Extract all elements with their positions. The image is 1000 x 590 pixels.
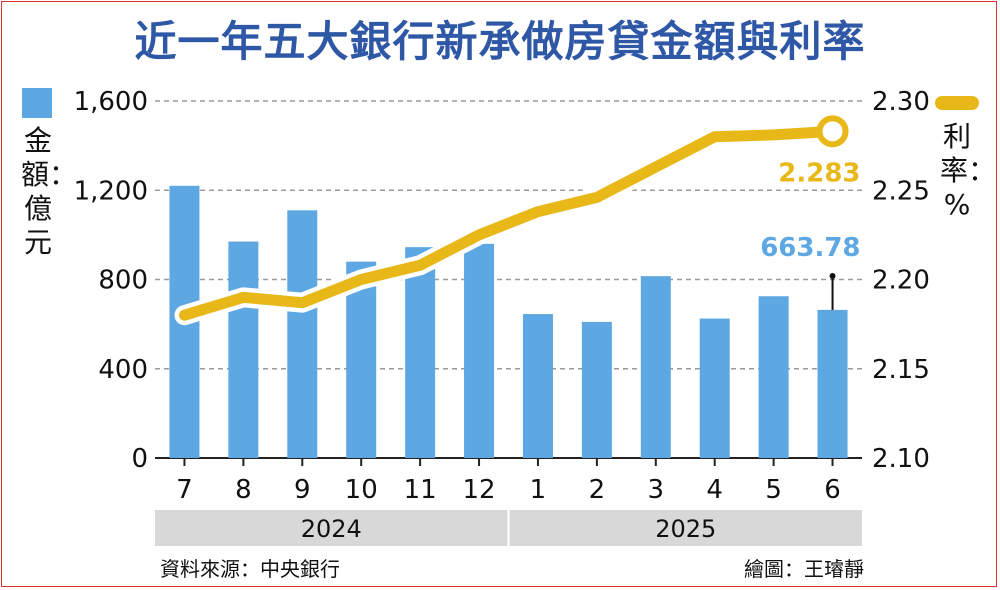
right-tick-label: 2.20	[872, 266, 930, 296]
bar-value-label: 663.78	[760, 233, 860, 263]
bar	[640, 276, 671, 458]
x-tick-label: 12	[462, 475, 495, 505]
bar	[758, 296, 789, 458]
right-tick-label: 2.10	[872, 444, 930, 474]
left-tick-label: 1,200	[74, 176, 148, 206]
bar	[346, 261, 377, 458]
chart-title: 近一年五大銀行新承做房貸金額與利率	[134, 17, 866, 66]
x-tick-label: 1	[530, 475, 547, 505]
x-tick-label: 8	[235, 475, 252, 505]
year-band	[509, 510, 862, 546]
x-tick-label: 2	[589, 475, 606, 505]
bar	[405, 247, 436, 458]
left-tick-label: 0	[131, 444, 148, 474]
source-note: 資料來源：中央銀行	[160, 557, 340, 581]
credit-note: 繪圖：王璿靜	[744, 557, 864, 581]
x-tick-label: 10	[345, 475, 378, 505]
bar	[699, 318, 730, 458]
right-tick-label: 2.15	[872, 355, 930, 385]
bar	[228, 241, 259, 458]
line-endpoint-marker	[816, 115, 849, 148]
right-tick-label: 2.25	[872, 176, 930, 206]
left-tick-label: 400	[98, 355, 148, 385]
legend-bar-swatch	[22, 88, 52, 118]
year-band	[155, 510, 508, 546]
line-value-label: 2.283	[778, 158, 860, 188]
x-tick-label: 9	[294, 475, 311, 505]
x-tick-label: 11	[404, 475, 437, 505]
bar	[522, 314, 553, 458]
bar	[581, 321, 612, 458]
x-tick-label: 7	[176, 475, 193, 505]
left-tick-label: 800	[98, 266, 148, 296]
bar	[287, 210, 318, 458]
left-tick-label: 1,600	[74, 87, 148, 117]
right-tick-label: 2.30	[872, 87, 930, 117]
x-tick-label: 4	[706, 475, 723, 505]
year-label: 2024	[301, 515, 362, 543]
bar-annotation-dot	[829, 273, 836, 279]
x-tick-label: 5	[765, 475, 782, 505]
year-label: 2025	[655, 515, 716, 543]
line-series	[178, 125, 839, 321]
x-tick-label: 6	[824, 475, 841, 505]
bar	[464, 243, 495, 458]
legend-line-swatch	[935, 96, 979, 110]
bar	[817, 309, 848, 458]
x-tick-label: 3	[648, 475, 665, 505]
